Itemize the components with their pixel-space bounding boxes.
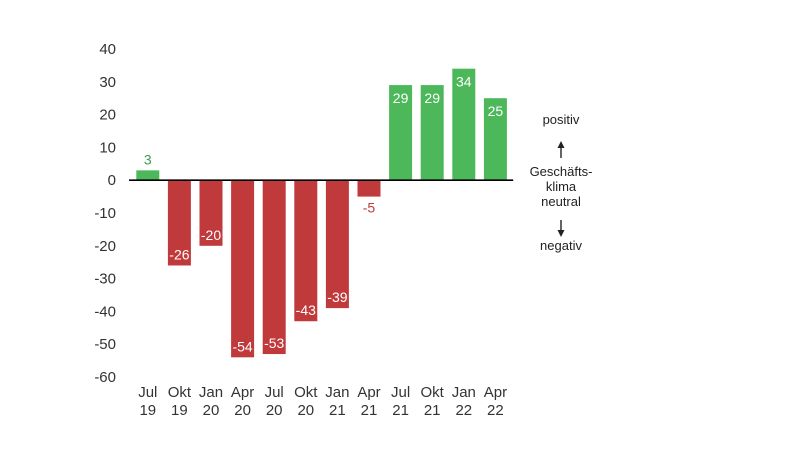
x-tick-label-month: Okt (294, 384, 318, 401)
bar-value-label: 25 (488, 103, 504, 119)
legend-neutral-line-2: klima (546, 179, 577, 194)
x-tick-label-month: Jan (199, 384, 223, 401)
y-tick-label: -20 (94, 238, 116, 255)
bar-value-label: 29 (393, 90, 409, 106)
x-tick-label-month: Okt (421, 384, 445, 401)
bar-value-label: -5 (363, 200, 376, 216)
x-tick-label-year: 20 (297, 402, 314, 419)
arrow-up-icon (557, 141, 565, 158)
x-tick-label-month: Jan (325, 384, 349, 401)
bars-group: 3 -26 -20 -54 -53 -43 -39 -5 29 29 34 25 (136, 68, 507, 358)
x-tick-label-month: Jan (452, 384, 476, 401)
x-tick-label-month: Okt (168, 384, 192, 401)
bar (452, 68, 476, 181)
bar (389, 85, 413, 181)
arrow-down-icon (557, 220, 565, 237)
bar (231, 180, 255, 358)
y-axis: 40 30 20 10 0 -10 -20 -30 -40 -50 -60 (94, 41, 116, 386)
bar (325, 180, 349, 309)
bar (294, 180, 318, 322)
bar (199, 180, 223, 246)
bar-value-label: -43 (296, 302, 316, 318)
legend-positive-label: positiv (543, 112, 580, 127)
bar (357, 180, 381, 197)
y-tick-label: 0 (108, 172, 116, 189)
x-axis: Jul19Okt19Jan20Apr20Jul20Okt20Jan21Apr21… (138, 384, 507, 419)
bar-value-label: -20 (201, 227, 221, 243)
bar (136, 170, 160, 181)
bar (420, 85, 444, 181)
bar-value-label: 34 (456, 74, 472, 90)
legend-neutral-line-1: Geschäfts- (530, 164, 593, 179)
x-tick-label-month: Jul (138, 384, 157, 401)
x-tick-label-month: Apr (484, 384, 507, 401)
x-tick-label-year: 21 (392, 402, 409, 419)
x-tick-label-year: 21 (424, 402, 441, 419)
y-tick-label: -10 (94, 205, 116, 222)
x-tick-label-year: 21 (361, 402, 378, 419)
x-tick-label-year: 21 (329, 402, 346, 419)
bar-value-label: -54 (232, 338, 252, 354)
x-tick-label-year: 22 (455, 402, 472, 419)
x-tick-label-year: 22 (487, 402, 504, 419)
bar (167, 180, 191, 266)
x-tick-label-month: Apr (357, 384, 380, 401)
y-tick-label: -40 (94, 303, 116, 320)
bar-value-label: 3 (144, 151, 152, 167)
bar (483, 98, 507, 181)
x-tick-label-year: 20 (203, 402, 220, 419)
y-tick-label: 10 (99, 139, 116, 156)
legend-neutral-line-3: neutral (541, 194, 581, 209)
y-tick-label: 20 (99, 107, 116, 124)
y-tick-label: -50 (94, 336, 116, 353)
x-tick-label-year: 19 (171, 402, 188, 419)
x-tick-label-year: 20 (266, 402, 283, 419)
legend-negative-label: negativ (540, 238, 582, 253)
bar-value-label: -39 (327, 289, 347, 305)
y-tick-label: -60 (94, 369, 116, 386)
x-tick-label-month: Jul (265, 384, 284, 401)
bar (262, 180, 286, 355)
x-tick-label-month: Apr (231, 384, 254, 401)
x-tick-label-year: 20 (234, 402, 251, 419)
bar-value-label: -53 (264, 335, 284, 351)
sentiment-legend: positiv Geschäfts- klima neutral negativ (530, 112, 593, 253)
bar-value-label: -26 (169, 246, 189, 262)
y-tick-label: 40 (99, 41, 116, 58)
y-tick-label: 30 (99, 74, 116, 91)
x-tick-label-month: Jul (391, 384, 410, 401)
x-tick-label-year: 19 (139, 402, 156, 419)
y-tick-label: -30 (94, 271, 116, 288)
bar-value-label: 29 (424, 90, 440, 106)
